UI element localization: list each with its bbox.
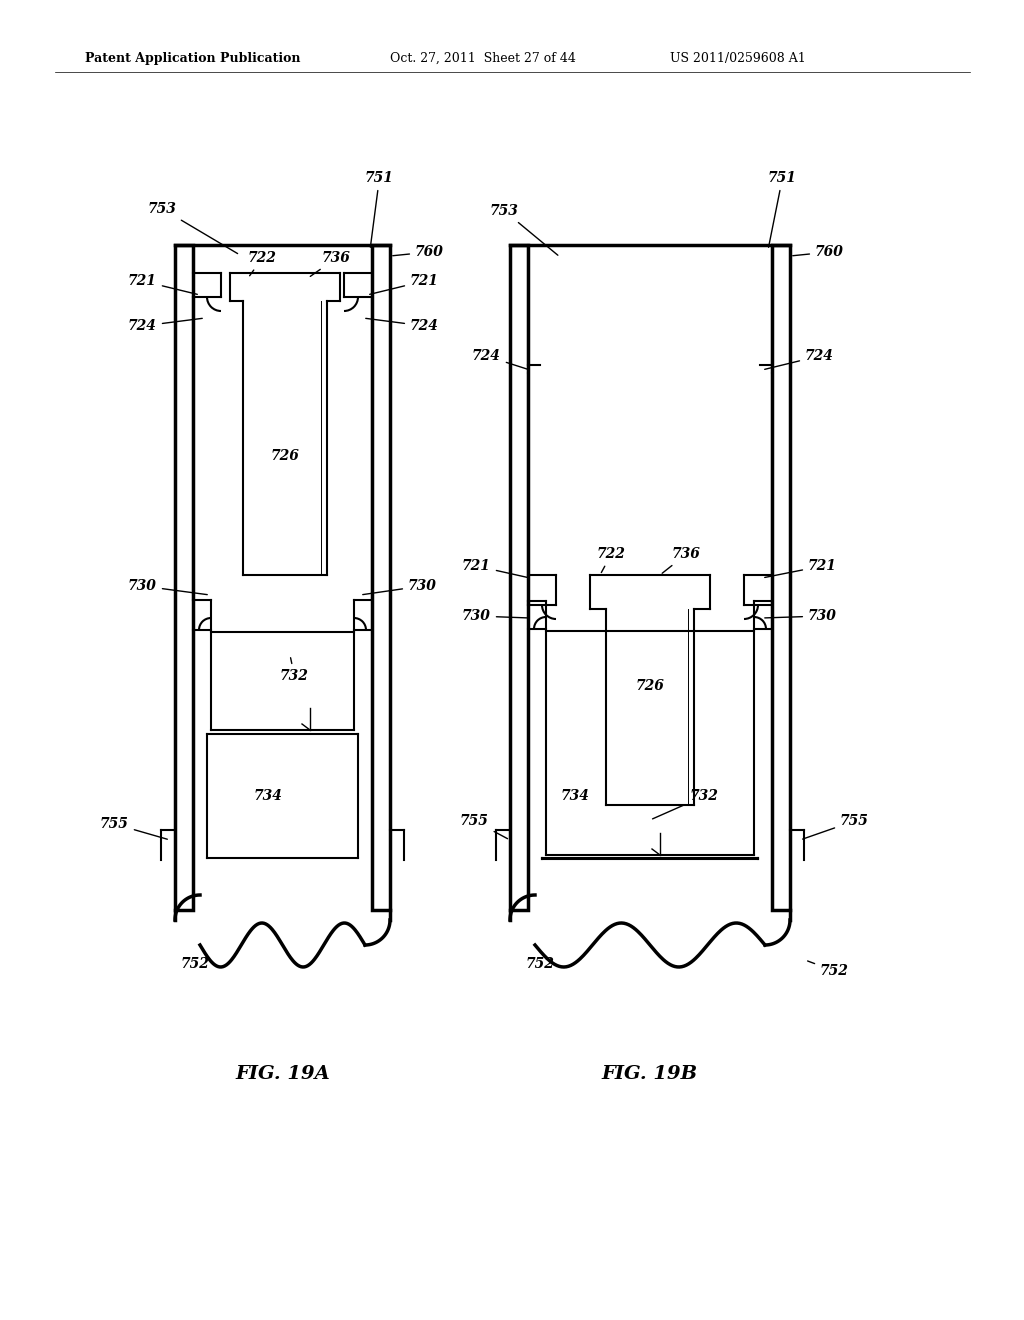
Text: 751: 751 xyxy=(768,172,797,247)
Text: 730: 730 xyxy=(362,579,437,594)
Text: 721: 721 xyxy=(462,558,527,577)
Text: 760: 760 xyxy=(793,246,844,259)
Bar xyxy=(175,246,193,909)
Text: 730: 730 xyxy=(128,579,207,594)
Text: 755: 755 xyxy=(803,814,869,840)
Text: 721: 721 xyxy=(370,275,439,294)
Bar xyxy=(372,246,390,909)
Text: 752: 752 xyxy=(808,961,849,978)
Text: 752: 752 xyxy=(180,957,210,972)
Text: Patent Application Publication: Patent Application Publication xyxy=(85,51,300,65)
Text: 724: 724 xyxy=(472,348,527,370)
Text: 722: 722 xyxy=(248,251,276,276)
Text: 732: 732 xyxy=(652,789,719,818)
Text: 726: 726 xyxy=(636,678,665,693)
Text: 734: 734 xyxy=(560,789,590,803)
Text: FIG. 19A: FIG. 19A xyxy=(236,1065,330,1082)
Text: Oct. 27, 2011  Sheet 27 of 44: Oct. 27, 2011 Sheet 27 of 44 xyxy=(390,51,575,65)
Bar xyxy=(772,246,790,909)
Text: 734: 734 xyxy=(254,789,283,803)
Text: 753: 753 xyxy=(148,202,238,253)
Text: 732: 732 xyxy=(280,657,309,682)
Text: 721: 721 xyxy=(765,558,837,577)
Text: 726: 726 xyxy=(270,449,299,463)
Text: 751: 751 xyxy=(365,172,394,247)
Text: 724: 724 xyxy=(765,348,834,370)
Text: 736: 736 xyxy=(310,251,351,276)
Text: 730: 730 xyxy=(765,609,837,623)
Text: 722: 722 xyxy=(597,546,626,573)
Text: 736: 736 xyxy=(663,546,700,573)
Text: 730: 730 xyxy=(462,609,527,623)
Text: 755: 755 xyxy=(460,814,508,838)
Text: 752: 752 xyxy=(525,957,554,972)
Text: US 2011/0259608 A1: US 2011/0259608 A1 xyxy=(670,51,806,65)
Text: 724: 724 xyxy=(128,318,203,333)
Text: 721: 721 xyxy=(128,275,198,294)
Text: FIG. 19B: FIG. 19B xyxy=(602,1065,698,1082)
Bar xyxy=(510,246,528,909)
Text: 724: 724 xyxy=(366,318,439,333)
Text: 753: 753 xyxy=(490,205,558,255)
Text: 760: 760 xyxy=(393,246,443,259)
Text: 755: 755 xyxy=(100,817,167,840)
